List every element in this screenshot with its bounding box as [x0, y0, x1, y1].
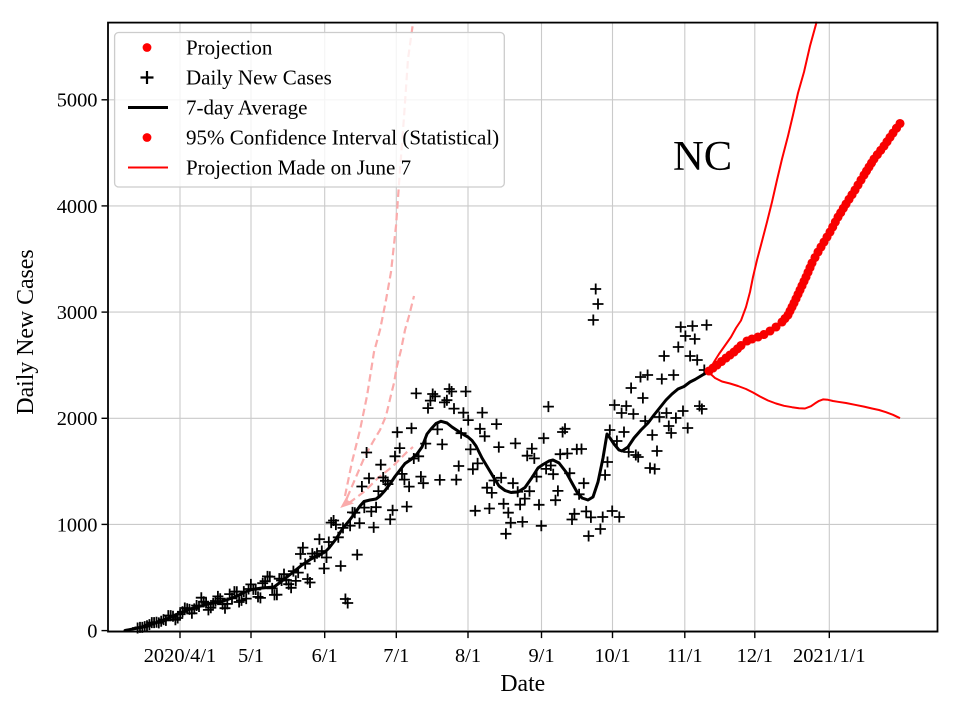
svg-text:3000: 3000: [57, 302, 98, 324]
svg-text:2020/4/1: 2020/4/1: [144, 645, 217, 667]
svg-text:Date: Date: [500, 671, 545, 697]
svg-text:0: 0: [87, 621, 97, 643]
svg-text:2000: 2000: [57, 408, 98, 430]
svg-text:10/1: 10/1: [594, 645, 630, 667]
svg-text:7-day Average: 7-day Average: [186, 96, 307, 120]
svg-text:5000: 5000: [57, 90, 98, 112]
svg-text:6/1: 6/1: [312, 645, 338, 667]
svg-text:Projection: Projection: [186, 36, 273, 60]
svg-text:5/1: 5/1: [238, 645, 264, 667]
svg-text:Daily New Cases: Daily New Cases: [186, 66, 332, 90]
svg-text:11/1: 11/1: [667, 645, 703, 667]
svg-text:NC: NC: [673, 133, 732, 180]
svg-text:95% Confidence Interval (Stati: 95% Confidence Interval (Statistical): [186, 126, 499, 150]
svg-text:Projection Made on June 7: Projection Made on June 7: [186, 156, 411, 180]
svg-text:9/1: 9/1: [528, 645, 554, 667]
svg-text:12/1: 12/1: [737, 645, 773, 667]
svg-text:2021/1/1: 2021/1/1: [793, 645, 866, 667]
svg-text:8/1: 8/1: [455, 645, 481, 667]
svg-text:1000: 1000: [57, 514, 98, 536]
svg-text:4000: 4000: [57, 196, 98, 218]
svg-text:Daily New Cases: Daily New Cases: [13, 249, 39, 414]
svg-text:7/1: 7/1: [383, 645, 409, 667]
